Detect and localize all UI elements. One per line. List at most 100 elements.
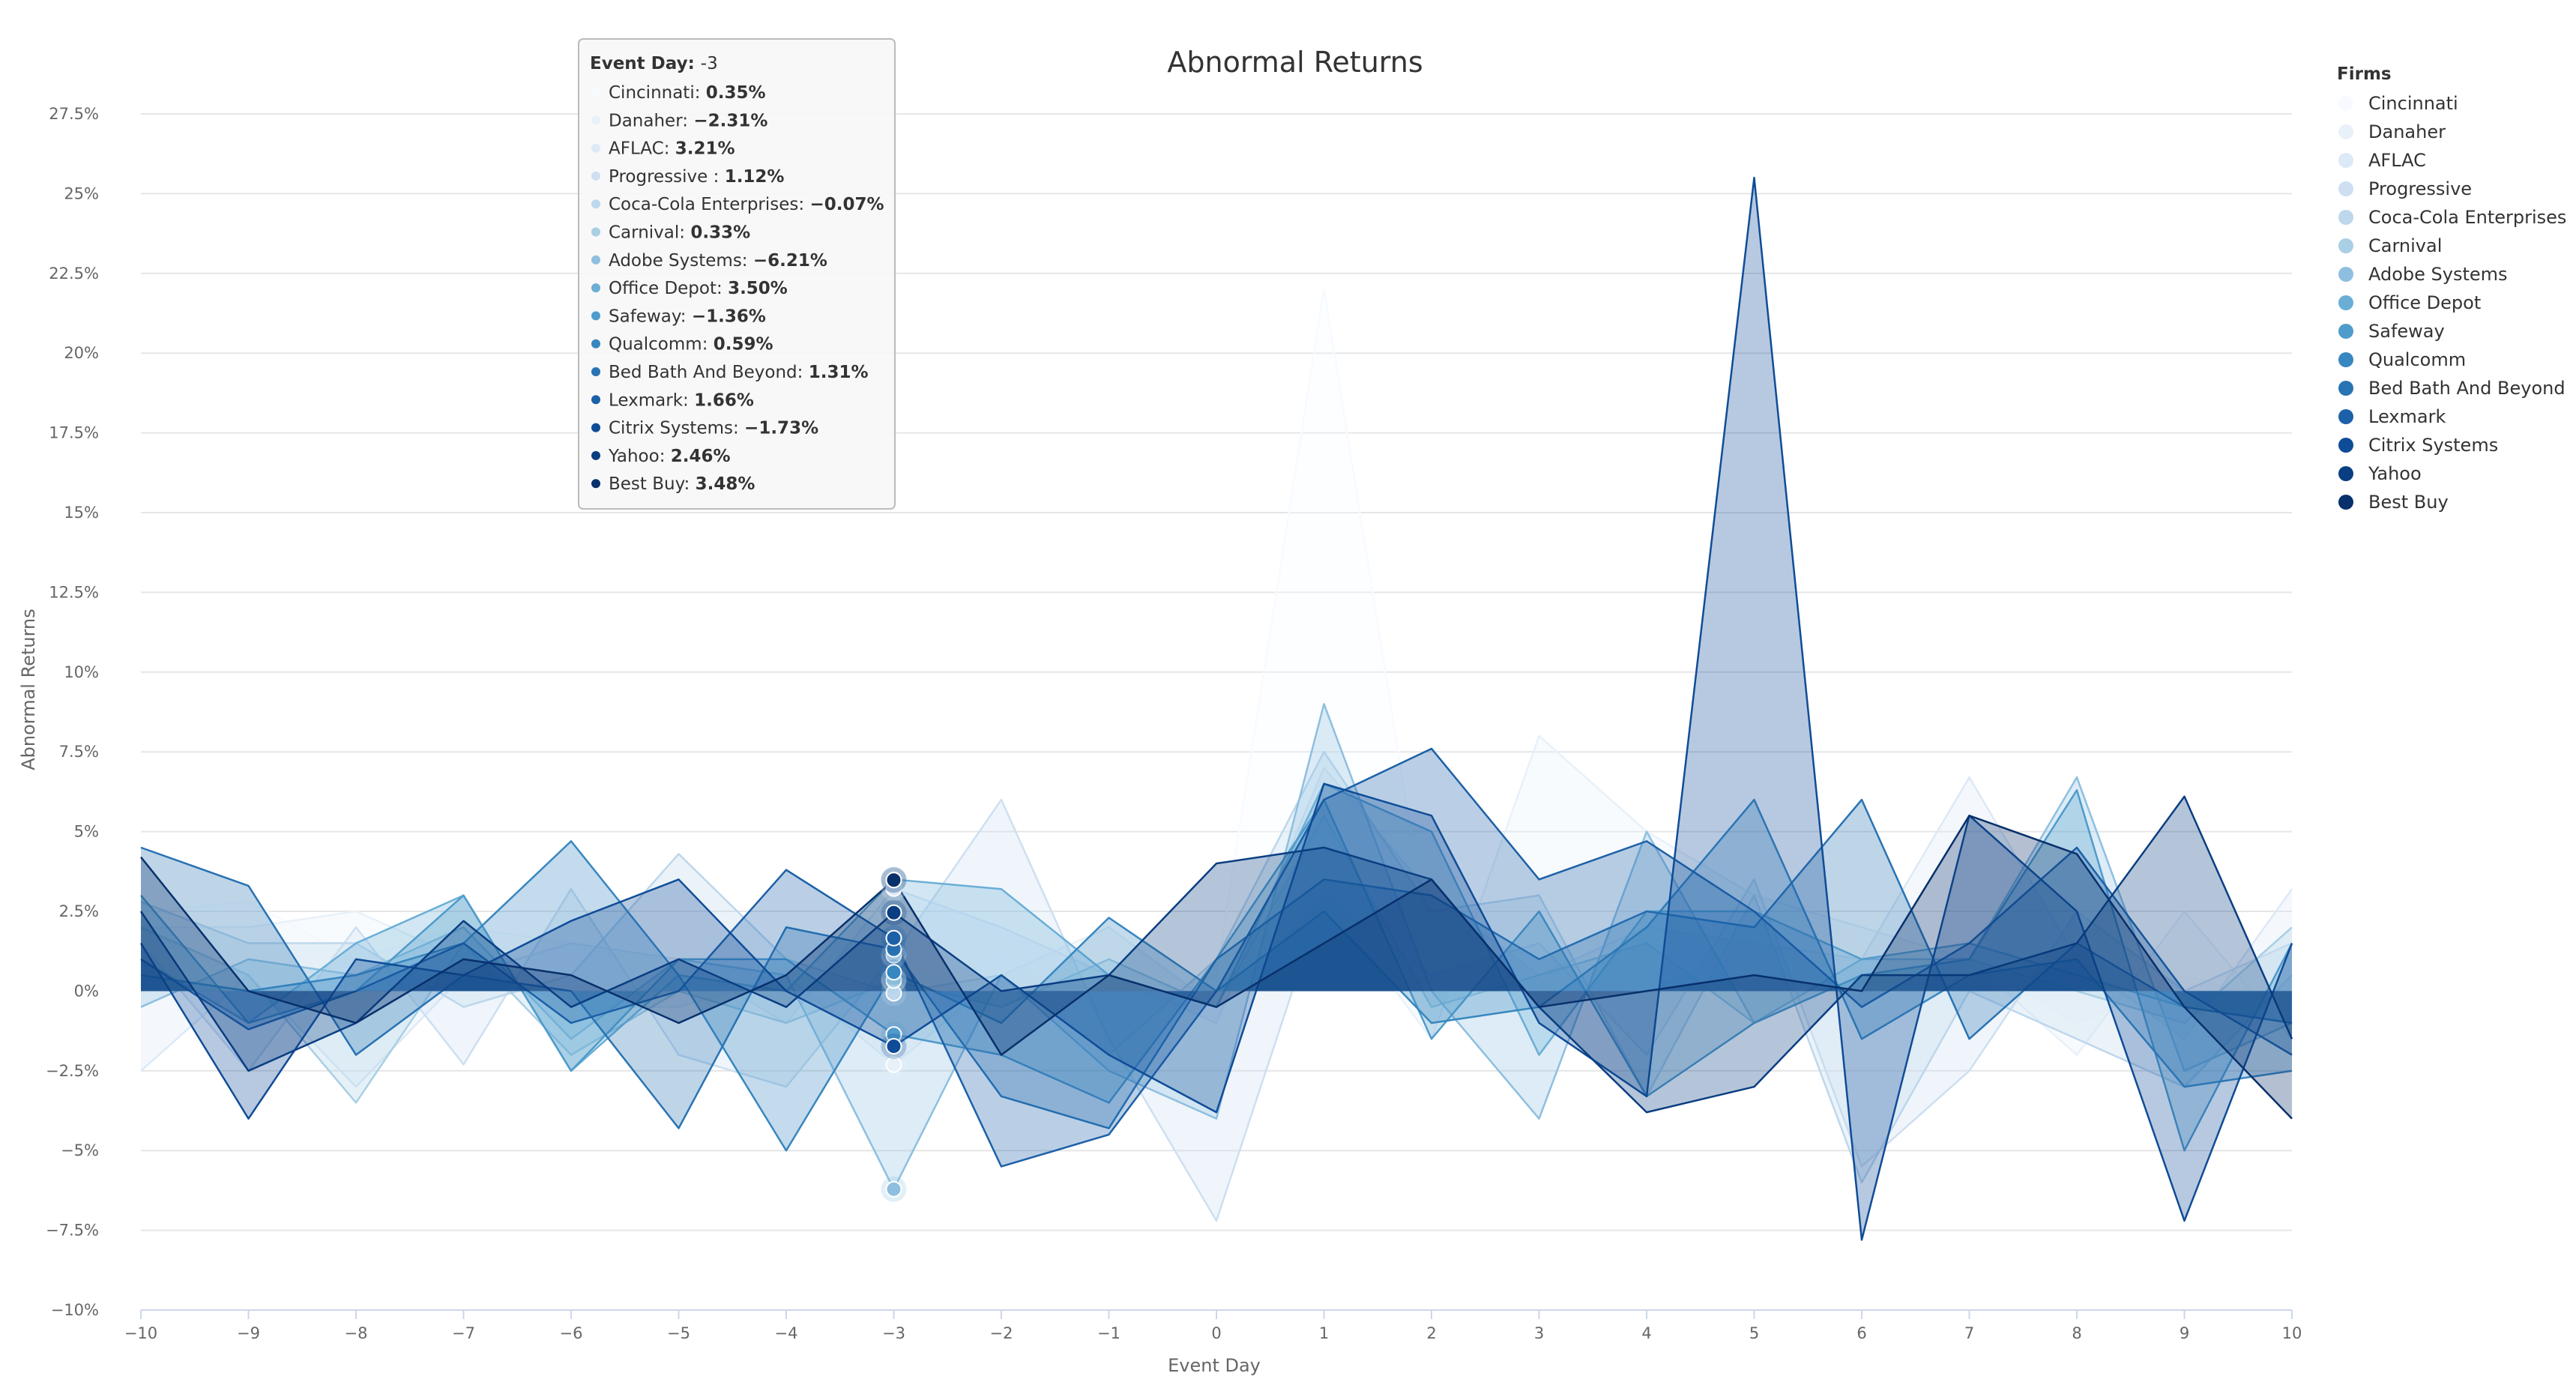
tooltip-dot-4 [591,199,600,209]
tooltip-row-value: 0.33% [690,223,750,243]
hover-marker-11 [885,929,902,947]
hover-marker-6 [885,1180,902,1198]
tooltip-row-label: Office Depot: [609,279,728,298]
legend-symbol-3 [2338,181,2353,196]
tooltip: Event Day: -3 Cincinnati: 0.35% Danaher: … [578,38,896,510]
legend-symbol-10 [2338,381,2353,396]
series-area-9 [141,800,2292,1151]
tooltip-row-14: Best Buy: 3.48% [609,474,755,494]
legend-symbol-1 [2338,124,2353,139]
tooltip-row-value: −6.21% [753,251,827,271]
legend-label-2: AFLAC [2368,150,2426,171]
tooltip-dot-6 [591,255,600,265]
tooltip-row-5: Carnival: 0.33% [609,223,750,243]
tooltip-row-0: Cincinnati: 0.35% [609,83,766,103]
y-tick-label: −7.5% [46,1222,99,1240]
hover-marker-14 [885,872,902,889]
y-tick-label: −10% [51,1301,99,1319]
y-tick-label: 27.5% [49,105,99,123]
legend-label-10: Bed Bath And Beyond [2368,378,2566,399]
tooltip-row-12: Citrix Systems: −1.73% [609,419,818,438]
y-tick-label: 22.5% [49,265,99,283]
y-tick-label: 15% [64,504,99,522]
legend-symbol-14 [2338,495,2353,510]
y-tick-label: 12.5% [49,583,99,601]
y-tick-label: −5% [61,1141,99,1159]
x-tick-label: 8 [2072,1324,2081,1342]
y-axis-title: Abnormal Returns [18,609,39,770]
x-tick-label: 2 [1426,1324,1436,1342]
x-tick-label: 7 [1964,1324,1974,1342]
series-line-12 [139,176,2293,1241]
tooltip-row-label: Adobe Systems: [609,251,753,271]
legend-label-14: Best Buy [2368,492,2449,513]
tooltip-row-label: AFLAC: [609,139,675,159]
tooltip-row-value: 1.12% [725,167,785,187]
tooltip-row-label: Citrix Systems: [609,419,744,438]
tooltip-row-7: Office Depot: 3.50% [609,279,788,298]
tooltip-row-11: Lexmark: 1.66% [609,390,754,410]
x-tick-label: −10 [124,1324,157,1342]
x-tick-label: −6 [560,1324,583,1342]
series-area-4 [141,752,2292,1183]
legend-title: Firms [2337,64,2392,84]
legend-label-4: Coca-Cola Enterprises [2368,207,2566,228]
x-tick-label: 1 [1319,1324,1329,1342]
tooltip-row-label: Coca-Cola Enterprises: [609,195,809,214]
tooltip-dot-1 [591,115,600,125]
tooltip-row-value: 3.21% [675,139,735,159]
tooltip-row-8: Safeway: −1.36% [609,307,766,326]
x-tick-label: 4 [1641,1324,1651,1342]
y-tick-label: 17.5% [49,424,99,442]
legend-symbol-9 [2338,352,2353,367]
hover-markers [881,866,907,1202]
legend-symbol-6 [2338,267,2353,282]
tooltip-row-value: −0.07% [809,195,884,214]
tooltip-row-value: 2.46% [671,447,731,466]
tooltip-dot-10 [591,367,600,376]
y-tick-label: 0% [74,982,99,1000]
tooltip-header: Event Day: -3 [590,54,718,73]
legend-label-7: Office Depot [2368,292,2481,313]
x-tick-label: −7 [452,1324,475,1342]
tooltip-row-value: 1.66% [694,390,754,410]
series-line-11 [140,747,2293,1168]
tooltip-row-9: Qualcomm: 0.59% [609,335,773,354]
tooltip-row-label: Safeway: [609,307,692,326]
tooltip-row-2: AFLAC: 3.21% [609,139,735,159]
tooltip-row-value: −1.73% [744,419,818,438]
tooltip-row-label: Danaher: [609,111,693,130]
tooltip-row-6: Adobe Systems: −6.21% [609,251,827,271]
x-tick-label: 6 [1856,1324,1866,1342]
x-axis-title: Event Day [1168,1355,1261,1376]
legend: Firms Cincinnati Danaher AFLAC Progressive C… [2337,64,2566,513]
legend-symbol-8 [2338,324,2353,339]
series-area-3 [141,800,2292,1221]
chart-title: Abnormal Returns [1167,46,1423,79]
legend-label-12: Citrix Systems [2368,435,2498,456]
x-tick-label: 10 [2282,1324,2302,1342]
tooltip-row-label: Bed Bath And Beyond: [609,363,809,382]
tooltip-row-value: 0.35% [706,83,766,103]
y-tick-label: 7.5% [59,743,99,761]
y-tick-label: 20% [64,344,99,362]
series-area-12 [141,178,2292,1240]
legend-label-0: Cincinnati [2368,93,2458,114]
y-tick-label: 25% [64,184,99,202]
tooltip-row-label: Qualcomm: [609,335,714,354]
tooltip-box [578,38,896,510]
legend-symbol-4 [2338,210,2353,225]
tooltip-dot-0 [591,88,600,97]
tooltip-dot-14 [591,479,600,489]
series-area-5 [141,815,2292,1103]
legend-symbol-11 [2338,409,2353,424]
series-line-14 [140,815,2293,1120]
series-area-6 [141,704,2292,1189]
y-tick-label: 5% [74,823,99,841]
legend-label-3: Progressive [2368,178,2472,199]
tooltip-row-label: Progressive : [609,167,725,187]
legend-label-5: Carnival [2368,235,2442,256]
x-tick-label: 9 [2180,1324,2189,1342]
legend-label-9: Qualcomm [2368,349,2466,370]
tooltip-dot-3 [591,171,600,181]
